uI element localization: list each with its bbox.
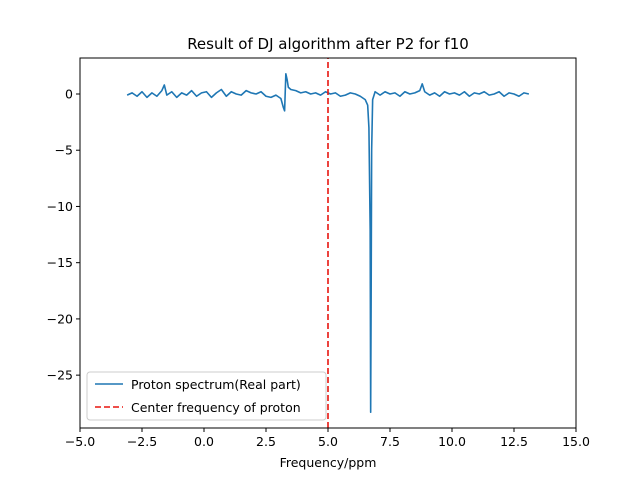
x-tick-label: 5.0 (318, 434, 338, 449)
y-tick-label: −15 (47, 255, 73, 270)
legend: Proton spectrum(Real part) Center freque… (86, 371, 327, 421)
legend-label-center-frequency: Center frequency of proton (131, 400, 301, 415)
y-tick-label: −10 (47, 199, 73, 214)
x-tick-label: 12.5 (500, 434, 528, 449)
x-tick-label: 2.5 (256, 434, 276, 449)
y-tick-label: −5 (55, 143, 73, 158)
series-line-proton-spectrum-real-part (126, 72, 530, 414)
y-tick-label: −25 (47, 368, 73, 383)
x-axis-label: Frequency/ppm (280, 455, 377, 470)
x-tick-label: −5.0 (65, 434, 95, 449)
x-tick-label: −2.5 (127, 434, 157, 449)
x-axis: −5.0 −2.5 0.0 2.5 5.0 7.5 10.0 12.5 15.0 (65, 428, 590, 449)
legend-box (86, 371, 327, 421)
chart-title: Result of DJ algorithm after P2 for f10 (187, 35, 469, 53)
y-axis: 0 −5 −10 −15 −20 −25 (47, 86, 80, 383)
legend-label-proton-spectrum: Proton spectrum(Real part) (131, 377, 301, 392)
y-tick-label: 0 (65, 86, 73, 101)
x-tick-label: 7.5 (380, 434, 400, 449)
x-tick-label: 0.0 (194, 434, 214, 449)
y-tick-label: −20 (47, 311, 73, 326)
x-tick-label: 10.0 (438, 434, 466, 449)
x-tick-label: 15.0 (562, 434, 590, 449)
series-layer (126, 58, 530, 428)
